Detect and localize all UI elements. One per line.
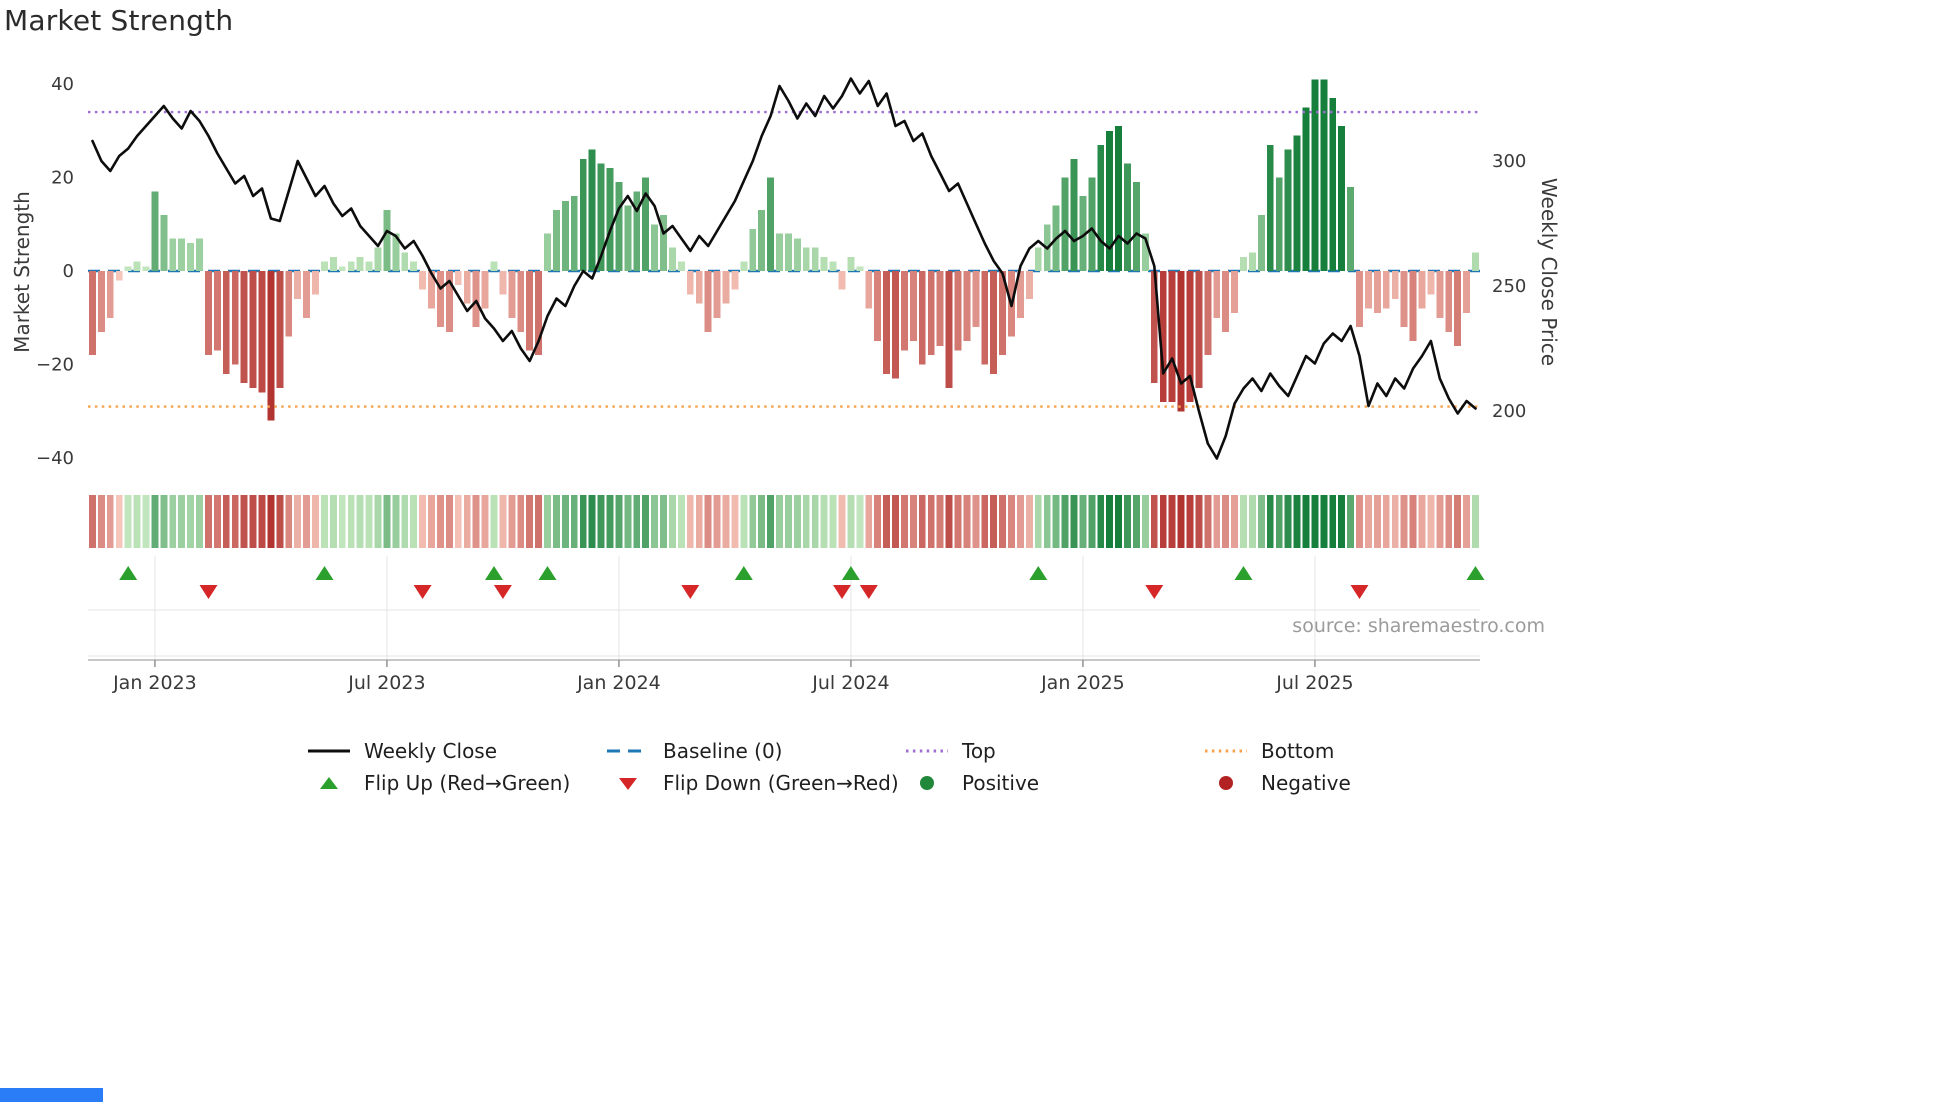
flip-up-marker-icon [119, 566, 138, 580]
bottom-icon [1205, 749, 1247, 753]
legend-item-baseline: Baseline (0) [605, 736, 904, 766]
flip-up-marker-icon [734, 566, 753, 580]
legend-item-flip-down: Flip Down (Green→Red) [605, 768, 904, 798]
flip-up-marker-icon [1234, 566, 1253, 580]
flip-down-marker-icon [199, 585, 218, 599]
threshold-lines [88, 110, 1480, 408]
positive-icon [920, 776, 934, 790]
legend-label: Flip Up (Red→Green) [364, 771, 571, 795]
flip-up-marker-icon [538, 566, 557, 580]
flip-up-marker-icon [1029, 566, 1048, 580]
page-title: Market Strength [4, 4, 234, 37]
baseline-icon [607, 749, 649, 753]
axes: Jan 2023 Jul 2023 Jan 2024 Jul 2024 Jan 2025… [36, 74, 1526, 694]
strength-bars [89, 79, 1479, 421]
legend-item-top: Top [904, 736, 1203, 766]
x-tick-label: Jul 2023 [347, 672, 425, 694]
right-axis-title: Weekly Close Price [1537, 177, 1561, 367]
flip-down-marker-icon [1145, 585, 1164, 599]
legend-item-negative: Negative [1203, 768, 1502, 798]
strength-heatmap-strip [89, 495, 1479, 548]
flip-down-marker-icon [493, 585, 512, 599]
grid-band [88, 556, 1480, 660]
x-tick-label: Jul 2024 [811, 672, 889, 694]
x-tick-label: Jan 2025 [1040, 672, 1125, 694]
flip-down-marker-icon [681, 585, 700, 599]
top-icon [906, 749, 948, 753]
flip-markers [119, 566, 1485, 599]
flip-down-marker-icon [1350, 585, 1369, 599]
x-tick-label: Jan 2024 [576, 672, 661, 694]
left-axis-title: Market Strength [10, 191, 34, 353]
right-tick-label: 250 [1492, 276, 1526, 297]
flip-up-marker-icon [841, 566, 860, 580]
legend-label: Weekly Close [364, 739, 498, 763]
flip-down-marker-icon [833, 585, 851, 599]
flip-up-marker-icon [315, 566, 334, 580]
legend-label: Negative [1261, 771, 1351, 795]
flip-down-marker-icon [859, 585, 878, 599]
flip-up-icon [320, 777, 338, 789]
x-tick-label: Jan 2023 [112, 672, 197, 694]
flip-up-marker-icon [485, 566, 503, 580]
left-tick-label: 40 [51, 74, 74, 95]
right-tick-label: 300 [1492, 151, 1526, 172]
legend-item-flip-up: Flip Up (Red→Green) [306, 768, 605, 798]
bottom-left-blue-bar [0, 1088, 103, 1102]
left-tick-label: 20 [51, 168, 74, 189]
legend-label: Baseline (0) [663, 739, 783, 763]
left-tick-label: −20 [36, 355, 74, 376]
legend-item-weekly-close: Weekly Close [306, 736, 605, 766]
legend-item-bottom: Bottom [1203, 736, 1502, 766]
left-tick-label: −40 [36, 448, 74, 469]
legend-label: Bottom [1261, 739, 1335, 763]
right-tick-label: 200 [1492, 401, 1526, 422]
flip-up-marker-icon [1466, 566, 1485, 580]
flip-down-marker-icon [413, 585, 432, 599]
source-text: source: sharemaestro.com [1292, 615, 1545, 637]
legend-label: Positive [962, 771, 1040, 795]
legend: Weekly Close Baseline (0) Top Bottom Flip Up… [306, 736, 1502, 798]
x-tick-label: Jul 2025 [1275, 672, 1353, 694]
negative-icon [1219, 776, 1233, 790]
legend-label: Top [962, 739, 996, 763]
flip-down-icon [619, 778, 637, 790]
weekly-close-icon [308, 749, 350, 753]
legend-item-positive: Positive [904, 768, 1203, 798]
left-tick-label: 0 [63, 261, 74, 282]
legend-label: Flip Down (Green→Red) [663, 771, 899, 795]
weekly-close-line [91, 77, 1477, 460]
